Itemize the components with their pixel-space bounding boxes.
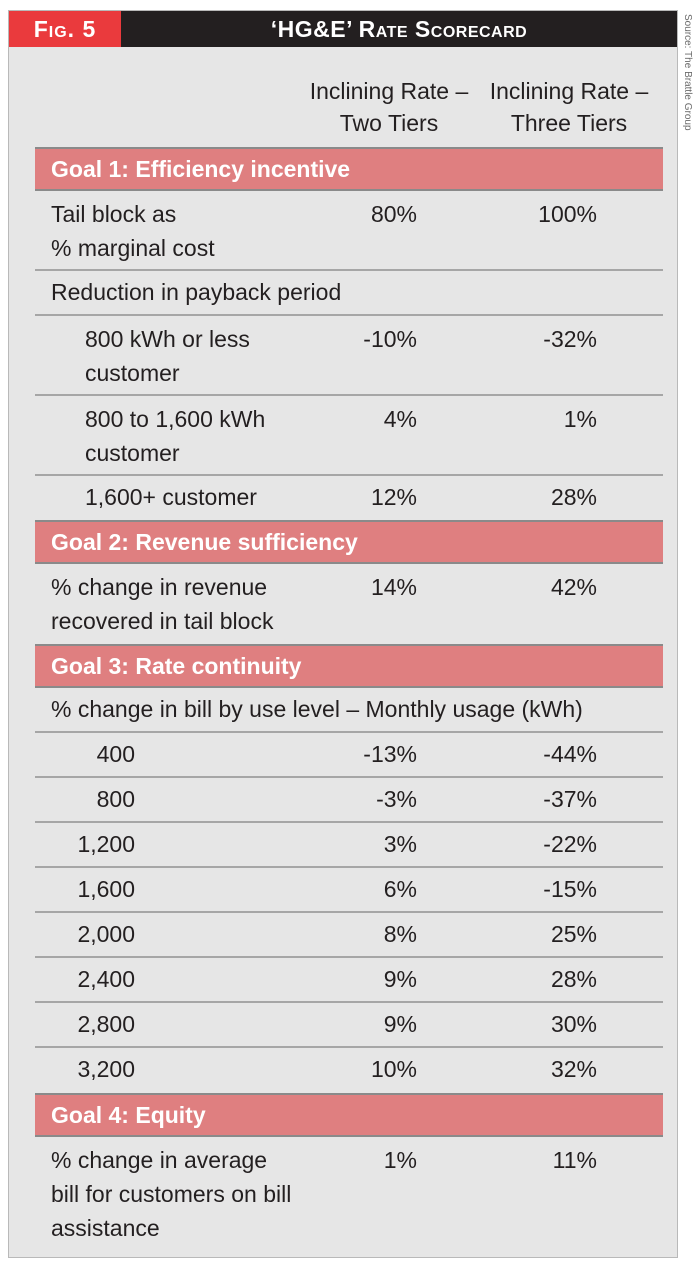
value-three-tiers: -22%	[543, 831, 597, 857]
row-label: Tail block as% marginal cost	[51, 201, 215, 261]
value-two-tiers: -10%	[363, 326, 417, 352]
table-row: 2,800 9% 30%	[35, 1003, 663, 1048]
value-two-tiers: 10%	[370, 1056, 417, 1082]
scorecard-panel: Fig. 5 ‘HG&E’ Rate Scorecard Inclining R…	[8, 10, 678, 1258]
table-row: 800 to 1,600 kWh customer 4% 1%	[35, 396, 663, 476]
table-row: % change in average bill for customers on…	[35, 1137, 663, 1247]
table-row: % change in revenue recovered in tail blo…	[35, 564, 663, 644]
usage-label: 2,000	[77, 921, 135, 947]
value-two-tiers: 9%	[383, 1011, 417, 1037]
goal-3-header: Goal 3: Rate continuity	[35, 644, 663, 688]
row-label: 800 to 1,600 kWh customer	[85, 406, 266, 466]
value-three-tiers: 30%	[550, 1011, 597, 1037]
table-row: Tail block as% marginal cost 80% 100%	[35, 191, 663, 271]
table-row: 2,000 8% 25%	[35, 913, 663, 958]
row-label: % change in bill by use level – Monthly …	[51, 696, 583, 722]
value-three-tiers: 28%	[550, 484, 597, 510]
table-row: 3,200 10% 32%	[35, 1048, 663, 1093]
usage-label: 1,600	[77, 876, 135, 902]
row-label: Reduction in payback period	[51, 279, 342, 305]
value-two-tiers: 80%	[370, 201, 417, 227]
table-row: 2,400 9% 28%	[35, 958, 663, 1003]
row-label: % change in average bill for customers on…	[51, 1147, 292, 1241]
value-two-tiers: 9%	[383, 966, 417, 992]
value-three-tiers: 28%	[550, 966, 597, 992]
value-two-tiers: 6%	[383, 876, 417, 902]
table-row: Reduction in payback period	[35, 271, 663, 316]
row-label: % change in revenue recovered in tail blo…	[51, 574, 274, 634]
value-two-tiers: 3%	[383, 831, 417, 857]
value-three-tiers: 11%	[552, 1147, 597, 1173]
figure-header: Fig. 5 ‘HG&E’ Rate Scorecard	[9, 11, 677, 47]
figure-title: ‘HG&E’ Rate Scorecard	[270, 16, 528, 42]
table-row: 400 -13% -44%	[35, 733, 663, 778]
table-row: 1,600+ customer 12% 28%	[35, 476, 663, 520]
table-row: 1,600 6% -15%	[35, 868, 663, 913]
value-three-tiers: -44%	[543, 741, 597, 767]
usage-label: 800	[96, 786, 135, 812]
value-three-tiers: 25%	[550, 921, 597, 947]
value-two-tiers: 14%	[370, 574, 417, 600]
value-two-tiers: 12%	[370, 484, 417, 510]
usage-label: 1,200	[77, 831, 135, 857]
row-label: 800 kWh or less customer	[85, 326, 250, 386]
value-three-tiers: 32%	[550, 1056, 597, 1082]
usage-label: 400	[96, 741, 135, 767]
value-three-tiers: 1%	[563, 406, 597, 432]
figure-label: Fig. 5	[9, 11, 121, 47]
table-row: 800 kWh or less customer -10% -32%	[35, 316, 663, 396]
source-credit: Source: The Brattle Group	[682, 14, 693, 131]
table-row: 800 -3% -37%	[35, 778, 663, 823]
usage-label: 2,800	[77, 1011, 135, 1037]
value-two-tiers: -3%	[376, 786, 417, 812]
value-two-tiers: 4%	[383, 406, 417, 432]
usage-label: 2,400	[77, 966, 135, 992]
value-three-tiers: -32%	[543, 326, 597, 352]
column-header-three-tiers: Inclining Rate – Three Tiers	[489, 78, 649, 136]
value-three-tiers: -37%	[543, 786, 597, 812]
value-three-tiers: -15%	[543, 876, 597, 902]
value-two-tiers: 8%	[383, 921, 417, 947]
goal-4-header: Goal 4: Equity	[35, 1093, 663, 1137]
value-two-tiers: -13%	[363, 741, 417, 767]
table-row: % change in bill by use level – Monthly …	[35, 688, 663, 733]
column-header-two-tiers: Inclining Rate – Two Tiers	[309, 78, 469, 136]
goal-2-header: Goal 2: Revenue sufficiency	[35, 520, 663, 564]
row-label: 1,600+ customer	[85, 484, 257, 510]
usage-label: 3,200	[77, 1056, 135, 1082]
value-three-tiers: 42%	[550, 574, 597, 600]
goal-1-header: Goal 1: Efficiency incentive	[35, 147, 663, 191]
value-two-tiers: 1%	[383, 1147, 417, 1173]
value-three-tiers: 100%	[538, 201, 597, 227]
table-row: 1,200 3% -22%	[35, 823, 663, 868]
